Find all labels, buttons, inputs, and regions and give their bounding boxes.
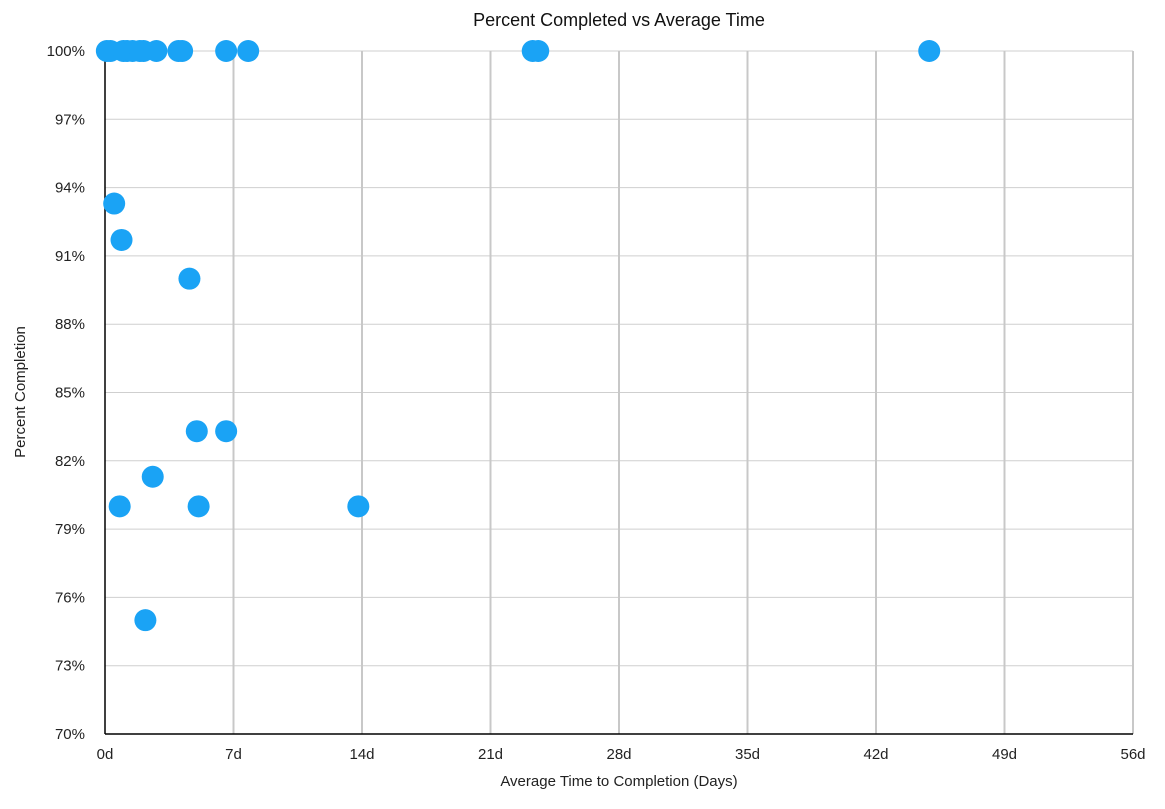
x-tick-label: 49d <box>992 746 1017 763</box>
data-point <box>215 40 238 62</box>
x-axis-title: Average Time to Completion (Days) <box>500 773 737 790</box>
y-tick-label: 82% <box>55 453 85 470</box>
x-tick-label: 35d <box>735 746 760 763</box>
data-point <box>171 40 194 62</box>
x-tick-label: 0d <box>97 746 114 763</box>
data-point <box>185 420 208 443</box>
data-point <box>527 40 550 62</box>
x-tick-label: 7d <box>225 746 242 763</box>
data-point <box>108 495 131 518</box>
data-point <box>178 267 201 290</box>
grid <box>105 50 1134 734</box>
x-tick-label: 28d <box>606 746 631 763</box>
x-tick-label: 21d <box>478 746 503 763</box>
data-points <box>95 40 941 632</box>
axes <box>104 51 1133 735</box>
y-tick-label: 76% <box>55 589 85 606</box>
y-axis-title: Percent Completion <box>12 326 29 458</box>
data-point <box>110 228 133 251</box>
y-tick-label: 100% <box>47 43 85 60</box>
data-point <box>145 40 168 62</box>
data-point <box>215 420 238 443</box>
data-point <box>134 609 157 632</box>
y-tick-label: 94% <box>55 180 85 197</box>
x-tick-label: 42d <box>863 746 888 763</box>
y-tick-label: 91% <box>55 248 85 265</box>
data-point <box>237 40 260 62</box>
y-tick-label: 70% <box>55 726 85 743</box>
y-tick-label: 85% <box>55 385 85 402</box>
data-point <box>187 495 210 518</box>
chart-title: Percent Completed vs Average Time <box>473 10 765 30</box>
data-point <box>347 495 370 518</box>
y-tick-label: 79% <box>55 521 85 538</box>
x-tick-label: 56d <box>1120 746 1145 763</box>
data-point <box>141 465 164 488</box>
y-tick-label: 88% <box>55 316 85 333</box>
data-point <box>918 40 941 62</box>
x-tick-label: 14d <box>349 746 374 763</box>
data-point <box>103 192 126 215</box>
tick-labels: 70% 73% 76% 79% 82% 85% 88% 91% 94% 97% 100% 0d 7d 14… <box>47 43 1146 763</box>
y-tick-label: 97% <box>55 111 85 128</box>
y-tick-label: 73% <box>55 658 85 675</box>
